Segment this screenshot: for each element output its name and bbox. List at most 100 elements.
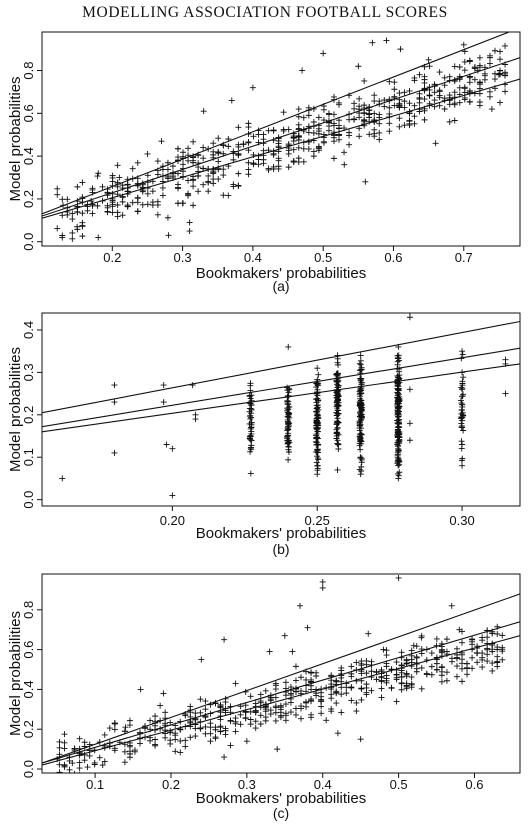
data-point: [305, 129, 312, 136]
data-point: [308, 714, 315, 721]
data-point: [275, 165, 282, 172]
y-axis-label: Model probabilities: [7, 611, 24, 736]
data-point: [471, 76, 478, 83]
data-point: [190, 183, 197, 190]
data-point: [408, 647, 415, 654]
x-tick-label: 0.3: [238, 777, 256, 792]
data-point: [394, 470, 401, 477]
data-point: [182, 712, 189, 719]
data-point: [355, 63, 362, 70]
data-point: [456, 626, 463, 633]
x-tick-label: 0.2: [162, 777, 180, 792]
data-point: [416, 90, 423, 97]
data-point: [459, 386, 466, 393]
data-point: [154, 202, 161, 209]
data-point: [220, 192, 227, 199]
data-point: [245, 159, 252, 166]
x-tick-label: 0.3: [174, 250, 192, 265]
data-point: [314, 395, 321, 402]
data-point: [217, 728, 224, 735]
data-point: [486, 52, 493, 59]
data-point: [59, 234, 66, 241]
data-point: [154, 171, 161, 178]
data-point: [232, 680, 239, 687]
data-point: [210, 180, 217, 187]
fitted-line: [42, 621, 520, 764]
data-point: [270, 151, 277, 158]
data-point: [292, 711, 299, 718]
data-point: [396, 420, 403, 427]
data-point: [398, 686, 405, 693]
data-point: [391, 94, 398, 101]
data-point: [111, 726, 118, 733]
data-point: [459, 462, 466, 469]
plot-frame: [41, 31, 521, 247]
data-point: [395, 400, 402, 407]
fitted-line: [42, 635, 520, 766]
data-point: [129, 165, 136, 172]
data-point: [381, 103, 388, 110]
data-point: [274, 746, 281, 753]
data-point: [308, 669, 315, 676]
data-point: [458, 410, 465, 417]
data-point: [119, 185, 126, 192]
data-point: [358, 411, 365, 418]
y-tick-label: 0.4: [21, 147, 36, 165]
data-point: [76, 765, 83, 772]
data-point: [190, 138, 197, 145]
data-point: [461, 96, 468, 103]
data-point: [479, 634, 486, 641]
data-point: [298, 703, 305, 710]
data-point: [228, 97, 235, 104]
data-point: [356, 466, 363, 473]
data-point: [179, 200, 186, 207]
data-point: [220, 166, 227, 173]
data-point: [162, 709, 169, 716]
data-point: [453, 663, 460, 670]
data-point: [406, 314, 413, 321]
data-point: [152, 742, 159, 749]
data-point: [64, 211, 71, 218]
data-point: [71, 745, 78, 752]
data-point: [395, 433, 402, 440]
data-point: [134, 208, 141, 215]
data-point: [318, 698, 325, 705]
data-point: [351, 105, 358, 112]
y-tick-label: 0.2: [21, 406, 36, 424]
data-point: [247, 400, 254, 407]
data-point: [411, 102, 418, 109]
data-point: [484, 634, 491, 641]
data-point: [207, 724, 214, 731]
data-point: [186, 219, 193, 226]
data-point: [172, 748, 179, 755]
y-tick-label: 0.2: [21, 720, 36, 738]
data-point: [200, 181, 207, 188]
data-point: [89, 185, 96, 192]
data-point: [378, 685, 385, 692]
data-point: [248, 437, 255, 444]
data-point: [285, 419, 292, 426]
data-point: [144, 172, 151, 179]
data-point: [356, 442, 363, 449]
data-point: [394, 424, 401, 431]
data-point: [373, 668, 380, 675]
data-point: [314, 412, 321, 419]
data-point: [453, 673, 460, 680]
data-point: [486, 88, 493, 95]
y-tick-label: 0.6: [21, 641, 36, 659]
data-point: [346, 141, 353, 148]
data-point: [76, 759, 83, 766]
data-point: [499, 656, 506, 663]
data-point: [361, 105, 368, 112]
data-point: [320, 106, 327, 113]
data-point: [66, 766, 73, 773]
y-tick-label: 0.1: [21, 448, 36, 466]
data-point: [357, 471, 364, 478]
data-point: [441, 95, 448, 102]
data-point: [366, 118, 373, 125]
x-tick-label: 0.1: [86, 777, 104, 792]
data-point: [358, 670, 365, 677]
data-point: [346, 132, 353, 139]
data-point: [319, 578, 326, 585]
data-point: [252, 708, 259, 715]
